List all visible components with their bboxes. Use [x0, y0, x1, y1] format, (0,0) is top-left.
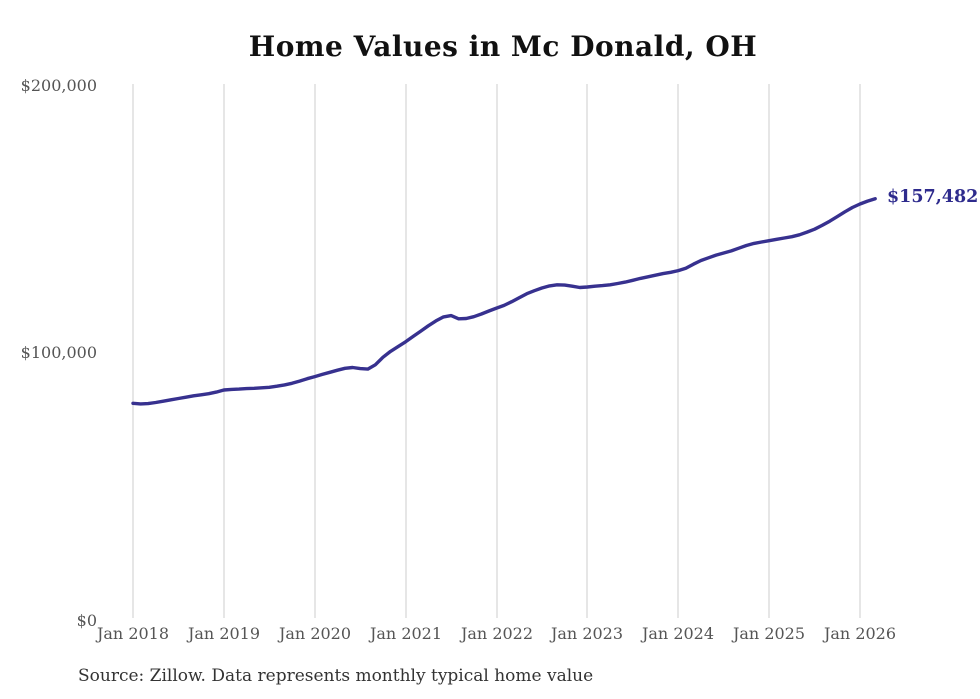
x-axis: Jan 2018 Jan 2019 Jan 2020 Jan 2021 Jan … [95, 624, 896, 643]
x-axis-tick-label: Jan 2023 [549, 624, 623, 643]
x-axis-tick-label: Jan 2026 [822, 624, 896, 643]
home-value-line [131, 196, 877, 406]
x-axis-tick-label: Jan 2020 [277, 624, 351, 643]
y-axis-tick-label: $100,000 [21, 343, 97, 362]
x-axis-tick-label: Jan 2018 [95, 624, 169, 643]
x-axis-tick-label: Jan 2024 [640, 624, 714, 643]
chart-title: Home Values in Mc Donald, OH [248, 30, 758, 63]
x-axis-tick-label: Jan 2025 [731, 624, 805, 643]
y-axis: $200,000 $100,000 $0 [21, 76, 97, 630]
x-axis-tick-label: Jan 2021 [368, 624, 442, 643]
y-axis-tick-label: $200,000 [21, 76, 97, 95]
x-axis-tick-label: Jan 2019 [186, 624, 260, 643]
end-value-label: $157,482 [887, 187, 979, 207]
x-axis-tick-label: Jan 2022 [459, 624, 533, 643]
gridlines [132, 84, 861, 618]
y-axis-tick-label: $0 [77, 611, 97, 630]
source-note: Source: Zillow. Data represents monthly … [78, 666, 594, 686]
